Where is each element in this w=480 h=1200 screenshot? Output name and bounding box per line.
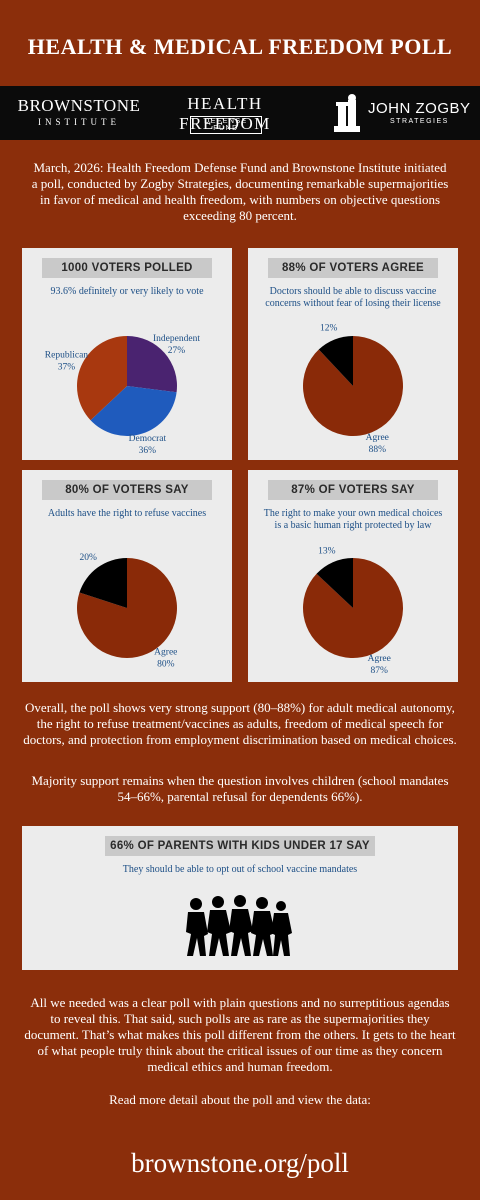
logo-name: HEALTH FREEDOM xyxy=(179,94,271,133)
panel-subtitle: The right to make your own medical choic… xyxy=(263,508,443,531)
slice-value: 20% xyxy=(79,553,97,563)
chart-panel: 80% OF VOTERS SAY Adults have the right t… xyxy=(22,470,232,682)
title: HEALTH & MEDICAL FREEDOM POLL xyxy=(27,34,453,59)
slice-value: 12% xyxy=(320,324,338,334)
pie-slice xyxy=(318,336,353,386)
slice-name: Republican xyxy=(45,351,89,361)
logo-tagline: STRATEGIES xyxy=(390,118,449,125)
chess-icon xyxy=(334,94,360,132)
cta: Read more detail about the poll and view… xyxy=(109,1092,371,1107)
pie-slice xyxy=(90,386,177,436)
kids-silhouette xyxy=(186,895,292,956)
logo-bar: BROWNSTONE INSTITUTE HEALTH FREEDOM DEFE… xyxy=(0,86,480,140)
pie-slice xyxy=(77,336,127,421)
slice-name: Democrat xyxy=(129,434,167,444)
logo-tagline: INSTITUTE xyxy=(38,117,120,127)
panel-header: 87% OF VOTERS SAY xyxy=(268,480,438,500)
slice-name: Independent xyxy=(153,334,200,344)
panel-subtitle: 93.6% definitely or very likely to vote xyxy=(50,286,204,297)
panel-header: 1000 VOTERS POLLED xyxy=(42,258,212,278)
panel-header: 88% OF VOTERS AGREE xyxy=(268,258,438,278)
slice-value: 36% xyxy=(139,446,157,456)
chart-panel: 88% OF VOTERS AGREE Doctors should be abl… xyxy=(248,248,458,460)
slice-value: 13% xyxy=(318,546,336,556)
chart-panel: 87% OF VOTERS SAY The right to make your … xyxy=(248,470,458,682)
panel-header: 66% OF PARENTS WITH KIDS UNDER 17 SAY xyxy=(105,836,375,856)
summary: Overall, the poll shows very strong supp… xyxy=(23,700,457,747)
closing-text: All we needed was a clear poll with plai… xyxy=(24,995,456,1074)
panel-subtitle: Adults have the right to refuse vaccines xyxy=(47,508,207,519)
chart-panel: 1000 VOTERS POLLED 93.6% definitely or ve… xyxy=(22,248,232,460)
pie-slice xyxy=(79,558,127,608)
pie-chart: Agree 87% 13% xyxy=(303,546,403,676)
logo-name: BROWNSTONE xyxy=(17,96,141,115)
slice-name: Agree xyxy=(368,654,391,664)
slice-name: Agree xyxy=(366,433,389,443)
pie-chart: Agree 80% 20% xyxy=(77,553,177,669)
panel-subtitle: Doctors should be able to discuss vaccin… xyxy=(265,286,441,309)
logo-tagline: DEFENSE FUND xyxy=(190,116,262,134)
slice-value: 87% xyxy=(371,666,389,676)
pie-slice xyxy=(127,336,177,393)
intro: March, 2026: Health Freedom Defense Fund… xyxy=(31,160,449,223)
slice-value: 88% xyxy=(369,445,387,455)
slice-value: 27% xyxy=(168,346,186,356)
parents-panel: 66% OF PARENTS WITH KIDS UNDER 17 SAY Th… xyxy=(22,826,458,970)
slice-value: 37% xyxy=(58,363,75,373)
pie-chart: Agree 88% 12% xyxy=(303,324,403,455)
link[interactable]: brownstone.org/poll xyxy=(131,1148,349,1178)
summary: Majority support remains when the questi… xyxy=(31,773,449,804)
panel-header: 80% OF VOTERS SAY xyxy=(42,480,212,500)
slice-value: 80% xyxy=(157,659,175,669)
pie-slice xyxy=(77,558,177,658)
pie-chart: Independent 27% Democrat 36% Republican 37% xyxy=(45,334,201,456)
slice-name: Agree xyxy=(154,647,177,657)
logo-name: JOHN ZOGBY xyxy=(368,100,471,117)
pie-slice xyxy=(316,558,353,608)
panel-subtitle: They should be able to opt out of school… xyxy=(122,864,358,875)
